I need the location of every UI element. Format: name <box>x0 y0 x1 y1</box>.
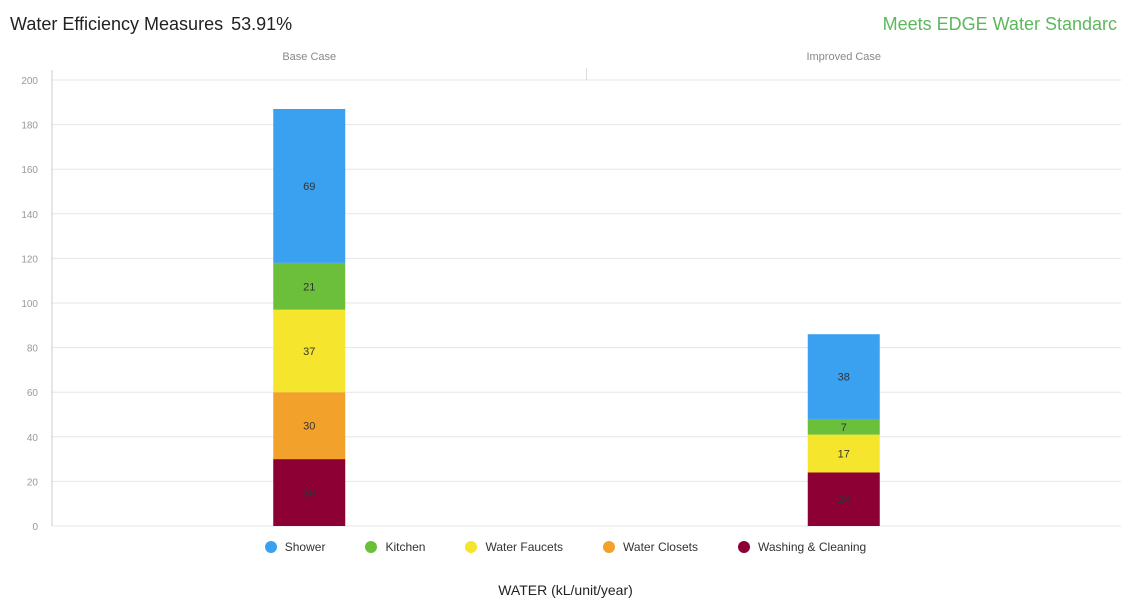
legend-item[interactable]: Kitchen <box>365 540 425 554</box>
legend-swatch-icon <box>737 541 750 553</box>
y-tick-label: 140 <box>21 210 38 221</box>
legend-item[interactable]: Washing & Cleaning <box>737 540 867 554</box>
chart-title-container: Water Efficiency Measures 53.91% <box>10 14 292 35</box>
y-tick-label: 100 <box>21 299 38 310</box>
bar-segment-washing-cleaning <box>273 459 346 526</box>
legend-swatch-icon <box>465 541 478 553</box>
y-tick-label: 40 <box>27 433 39 444</box>
y-tick-label: 20 <box>27 477 39 488</box>
bar-segment-shower <box>273 108 346 263</box>
legend-label: Shower <box>284 540 326 554</box>
data-label: 7 <box>841 422 847 434</box>
bar-segment-kitchen <box>807 418 880 435</box>
chart-title: Water Efficiency Measures <box>10 14 224 34</box>
bar-segment-water-closets <box>273 392 346 460</box>
legend-item[interactable]: Shower <box>264 540 326 554</box>
legend-label: Water Closets <box>623 540 698 554</box>
legend-label: Washing & Cleaning <box>757 540 867 554</box>
y-tick-label: 180 <box>21 121 38 132</box>
legend-label: Water Faucets <box>485 540 564 554</box>
legend-swatch-icon <box>264 541 277 553</box>
y-tick-label: 80 <box>27 344 39 355</box>
data-label: 30 <box>303 421 315 433</box>
legend-label: Kitchen <box>385 540 426 554</box>
y-tick-label: 120 <box>21 254 38 265</box>
status-text: Meets EDGE Water Standarc <box>882 14 1117 34</box>
y-tick-label: 160 <box>21 165 38 176</box>
stacked-bar-chart: 0 20 40 60 80 100 120 140 160 180 200 Base Case 30 30… <box>21 51 1121 533</box>
efficiency-percent: 53.91% <box>231 14 293 34</box>
data-label: 69 <box>303 181 315 193</box>
y-tick-label: 200 <box>21 76 38 87</box>
data-label: 24 <box>838 494 850 506</box>
legend-swatch-icon <box>365 541 378 553</box>
data-label: 30 <box>303 488 315 500</box>
legend-item[interactable]: Water Closets <box>603 540 698 554</box>
data-label: 17 <box>838 449 850 461</box>
x-axis-label: WATER (kL/unit/year) <box>498 582 633 598</box>
bar-segment-kitchen <box>273 262 346 310</box>
chart-legend: Shower Kitchen Water Faucets Water Closets W… <box>0 540 1131 554</box>
bar-segment-water-faucets <box>273 309 346 393</box>
bar-segment-washing-cleaning <box>807 472 880 526</box>
bar-segment-shower <box>807 334 880 419</box>
y-tick-label: 60 <box>27 388 39 399</box>
data-label: 21 <box>303 281 315 293</box>
legend-item[interactable]: Water Faucets <box>465 540 563 554</box>
data-label: 37 <box>303 346 315 358</box>
y-tick-label: 0 <box>32 522 38 533</box>
data-label: 38 <box>838 372 850 384</box>
category-label: Improved Case <box>806 51 881 63</box>
category-label: Base Case <box>282 51 336 63</box>
bar-segment-water-faucets <box>807 434 880 473</box>
legend-swatch-icon <box>603 541 616 553</box>
